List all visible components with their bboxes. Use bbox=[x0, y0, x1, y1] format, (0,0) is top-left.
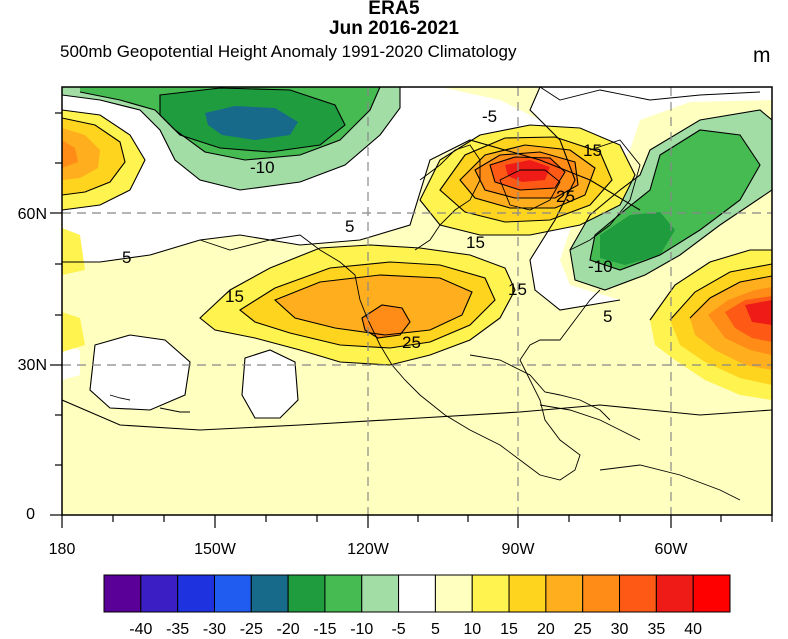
lat-label-30n: 30N bbox=[17, 357, 47, 374]
colorbar-label: -30 bbox=[203, 621, 226, 638]
lon-label-120w: 120W bbox=[347, 541, 389, 558]
shaded-anomaly-field bbox=[62, 87, 772, 515]
map-title: ERA5 bbox=[368, 0, 420, 19]
colorbar-swatch bbox=[655, 574, 694, 613]
colorbar-swatch bbox=[250, 574, 289, 613]
contour-label: 5 bbox=[122, 248, 131, 267]
colorbar-label: -5 bbox=[391, 621, 405, 638]
colorbar-label: 40 bbox=[684, 621, 702, 638]
colorbar-label: -35 bbox=[166, 621, 189, 638]
contour-label: 15 bbox=[583, 141, 602, 160]
axis-ticks bbox=[50, 112, 773, 528]
colorbar-swatch bbox=[213, 574, 252, 613]
colorbar: -40 -35 -30 -25 -20 -15 -10 -5 5 10 15 20 25 30 35 40 bbox=[103, 574, 731, 638]
contour-label: 5 bbox=[603, 307, 612, 326]
contour-label: 25 bbox=[402, 333, 421, 352]
colorbar-swatch bbox=[140, 574, 179, 613]
lon-label-60w: 60W bbox=[654, 541, 688, 558]
colorbar-label: 35 bbox=[647, 621, 665, 638]
colorbar-swatch bbox=[471, 574, 510, 613]
contour-label: 15 bbox=[466, 233, 485, 252]
units-label: m bbox=[753, 44, 771, 67]
colorbar-swatch bbox=[582, 574, 621, 613]
colorbar-label: -20 bbox=[277, 621, 300, 638]
colorbar-label: 15 bbox=[500, 621, 518, 638]
contour-label: -10 bbox=[250, 158, 275, 177]
lat-lon-grid bbox=[62, 87, 772, 515]
colorbar-label: -15 bbox=[313, 621, 336, 638]
colorbar-label: 25 bbox=[574, 621, 592, 638]
colorbar-label: 30 bbox=[611, 621, 629, 638]
colorbar-swatch bbox=[508, 574, 547, 613]
contour-label: 5 bbox=[345, 217, 354, 236]
colorbar-swatch bbox=[177, 574, 215, 613]
lon-label-180: 180 bbox=[48, 541, 76, 558]
colorbar-label: -40 bbox=[129, 621, 152, 638]
colorbar-label: -25 bbox=[240, 621, 263, 638]
map-frame bbox=[61, 86, 773, 516]
contour-label: 15 bbox=[508, 280, 527, 299]
contour-label: -10 bbox=[588, 257, 613, 276]
colorbar-label: -10 bbox=[350, 621, 373, 638]
colorbar-swatch bbox=[434, 574, 473, 613]
colorbar-swatch bbox=[324, 574, 363, 613]
colorbar-swatch bbox=[287, 574, 326, 613]
lon-label-150w: 150W bbox=[194, 541, 236, 558]
contour-label: 15 bbox=[225, 287, 244, 306]
lat-label-0: 0 bbox=[26, 506, 35, 523]
coastlines bbox=[109, 87, 761, 501]
colorbar-label: 5 bbox=[431, 621, 440, 638]
colorbar-swatch bbox=[692, 574, 731, 613]
colorbar-swatch bbox=[361, 574, 400, 613]
colorbar-label: 20 bbox=[537, 621, 555, 638]
map-subtitle: Jun 2016-2021 bbox=[329, 18, 459, 39]
variable-description: 500mb Geopotential Height Anomaly 1991-2… bbox=[60, 42, 517, 61]
lat-label-60n: 60N bbox=[17, 206, 47, 223]
contour-label: -5 bbox=[482, 107, 497, 126]
colorbar-swatch bbox=[619, 574, 657, 613]
colorbar-swatch bbox=[398, 574, 436, 613]
colorbar-swatch bbox=[545, 574, 584, 613]
contour-label: 25 bbox=[556, 187, 575, 206]
lon-label-90w: 90W bbox=[501, 541, 535, 558]
colorbar-swatch bbox=[103, 574, 142, 613]
contour-labels: 5 -10 5 -5 15 25 15 15 25 15 -10 5 bbox=[122, 107, 613, 352]
colorbar-label: 10 bbox=[463, 621, 481, 638]
